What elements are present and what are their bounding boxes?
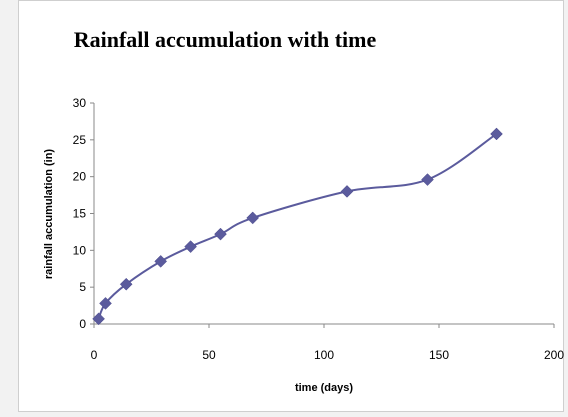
data-point-marker	[92, 312, 105, 326]
data-point-marker	[154, 255, 168, 268]
y-tick-label: 5	[79, 280, 86, 294]
data-point-marker	[99, 297, 112, 310]
x-tick-label: 150	[429, 348, 449, 362]
y-tick-label: 15	[73, 207, 87, 221]
line-chart: Rainfall accumulation with time 0 5 10 15 20…	[43, 27, 565, 394]
x-tick-label: 0	[91, 348, 98, 362]
x-tick-label: 50	[202, 348, 216, 362]
y-axis-title: rainfall accumulation (in)	[43, 149, 55, 280]
y-tick-label: 0	[79, 317, 86, 331]
data-point-marker	[184, 240, 197, 254]
series-line	[97, 133, 498, 320]
chart-frame: Rainfall accumulation with time 0 5 10 15 20…	[18, 0, 564, 412]
y-tick-label: 10	[73, 243, 87, 257]
data-point-marker	[246, 211, 260, 225]
data-point-marker	[490, 127, 503, 141]
x-axis-title: time (days)	[295, 382, 353, 394]
data-point-marker	[421, 173, 434, 186]
chart-title: Rainfall accumulation with time	[74, 27, 377, 52]
x-tick-label: 200	[544, 348, 564, 362]
x-tick-label: 100	[314, 348, 334, 362]
data-point-marker	[119, 277, 133, 291]
data-point-marker	[340, 185, 354, 198]
tick-labels: 0 5 10 15 20 25 30 0 50 100 150 200	[73, 96, 565, 362]
y-tick-label: 30	[73, 96, 87, 110]
plot-area	[92, 127, 503, 326]
axes	[90, 102, 555, 328]
y-tick-label: 25	[73, 133, 87, 147]
data-point-marker	[214, 227, 227, 241]
y-tick-label: 20	[73, 170, 87, 184]
